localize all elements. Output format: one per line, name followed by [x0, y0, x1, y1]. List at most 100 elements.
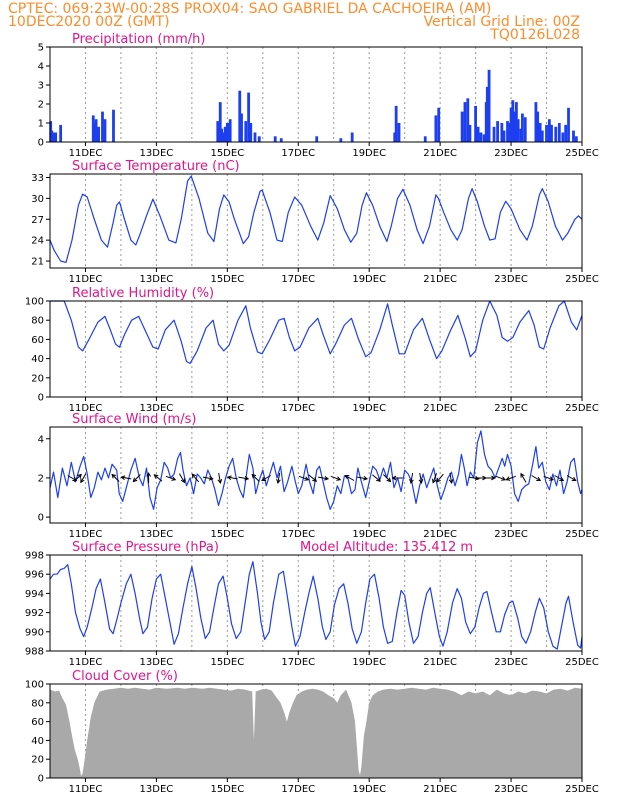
panel-cloud-cover: 0 20 40 60 80 100 11DEC 13DEC 15DEC 17DEC 19DEC 21D… — [25, 669, 599, 795]
wind-vector-shaft — [277, 472, 281, 484]
x-tick-label: 11DEC — [69, 274, 103, 285]
precip-bar — [434, 115, 438, 142]
wind-vector-arrow — [566, 475, 577, 482]
y-tick-label: 4 — [38, 62, 44, 73]
header-grid-note: Vertical Grid Line: 00Z — [424, 14, 580, 30]
wind-vector-shaft — [410, 472, 414, 484]
panel-title: Surface Pressure (hPa) — [72, 540, 219, 555]
x-tick-label: 19DEC — [352, 148, 386, 159]
wind-vector-arrow — [238, 475, 250, 481]
x-tick-label: 15DEC — [210, 274, 244, 285]
x-tick-label: 25DEC — [565, 784, 599, 795]
precip-bar — [223, 126, 227, 142]
wind-vector-head — [536, 476, 542, 482]
x-tick-label: 21DEC — [423, 148, 457, 159]
wind-vector-arrow — [391, 475, 403, 481]
wind-vector-shaft — [566, 475, 576, 481]
wind-vector-shaft — [506, 475, 516, 481]
wind-vector-arrow — [484, 475, 496, 481]
precip-bar — [550, 124, 553, 142]
wind-vector-shaft — [308, 474, 317, 482]
panel-frame — [49, 300, 583, 398]
wind-vector-shaft — [432, 473, 437, 483]
wind-vector-arrow — [132, 474, 141, 483]
header-model-code: TQ0126L028 — [489, 27, 580, 43]
panel-temperature: 21 24 27 30 33 11DEC 13DEC 15DEC 17DEC 19DEC 21DEC… — [31, 159, 599, 285]
wind-vector-head — [571, 476, 577, 482]
wind-vector-arrow — [436, 473, 444, 483]
precip-bar — [257, 136, 261, 142]
precip-bar — [216, 121, 220, 142]
wind-vector-arrow — [344, 474, 355, 481]
y-tick-label: 60 — [31, 335, 44, 346]
wind-vector-shaft — [191, 473, 200, 483]
precip-bar — [221, 132, 225, 142]
precip-bar — [54, 132, 58, 142]
wind-vector-arrow — [298, 475, 310, 481]
x-tick-label: 23DEC — [494, 529, 528, 540]
wind-series-line — [49, 430, 583, 510]
x-tick-label: 15DEC — [210, 529, 244, 540]
wind-vector-head — [559, 476, 565, 482]
precip-bar — [482, 134, 486, 142]
x-tick-label: 19DEC — [352, 657, 386, 668]
wind-vector-head — [418, 478, 424, 484]
precip-bar — [547, 119, 551, 142]
precip-bar — [463, 102, 467, 142]
wind-vector-head — [153, 474, 159, 479]
wind-vector-head — [448, 478, 454, 484]
wind-vector-head — [111, 473, 117, 479]
header-station-line: CPTEC: 069:23W-00:28S PROX04: SAO GABRIE… — [8, 1, 491, 17]
x-tick-label: 13DEC — [140, 657, 174, 668]
precip-bar — [225, 123, 229, 142]
precip-bar — [513, 111, 517, 142]
precip-bar — [97, 126, 100, 142]
precip-bar — [91, 115, 95, 142]
wind-vector-shaft — [165, 475, 176, 481]
precip-bar — [574, 136, 578, 142]
wind-vector-head — [409, 478, 414, 484]
y-tick-label: 4 — [38, 434, 44, 445]
precip-bar — [511, 100, 515, 142]
y-tick-label: 990 — [25, 627, 44, 638]
wind-vector-arrow — [120, 475, 132, 481]
wind-vector-arrow — [383, 474, 392, 483]
wind-vector-shaft — [133, 474, 141, 482]
wind-vector-arrow — [372, 474, 381, 482]
precip-bar — [393, 132, 397, 142]
panel-title: Surface Wind (m/s) — [72, 412, 196, 427]
precip-bar — [506, 121, 509, 142]
precip-bar — [103, 119, 107, 142]
wind-vector-shaft — [383, 474, 391, 482]
panels-layer: 0 1 2 3 4 5 11DEC 13DEC 15DEC 17DEC 19DEC 21DEC 23DE… — [25, 32, 599, 795]
y-tick-label: 0 — [38, 138, 44, 149]
wind-vector-head — [548, 476, 554, 481]
wind-vector-head — [324, 475, 330, 481]
wind-vector-head — [474, 475, 480, 481]
x-tick-label: 13DEC — [140, 274, 174, 285]
x-tick-label: 17DEC — [281, 784, 315, 795]
wind-vector-head — [217, 478, 223, 484]
wind-vector-arrow — [432, 473, 437, 484]
x-tick-label: 13DEC — [140, 784, 174, 795]
precip-bar — [509, 107, 513, 142]
precip-bar — [52, 132, 55, 142]
x-tick-label: 25DEC — [565, 403, 599, 414]
x-tick-label: 25DEC — [565, 529, 599, 540]
humidity-series-line — [50, 300, 583, 364]
wind-vector-head — [376, 477, 381, 482]
y-tick-label: 80 — [31, 316, 44, 327]
y-tick-label: 100 — [25, 680, 44, 691]
wind-vector-head — [336, 476, 342, 481]
panel-pressure: 988 990 992 994 996 998 11DEC 13DEC 15DEC 17DEC 19… — [25, 540, 599, 668]
wind-vector-head — [146, 471, 151, 477]
y-tick-label: 24 — [31, 236, 44, 247]
wind-vector-shaft — [531, 475, 541, 481]
x-tick-label: 17DEC — [281, 657, 315, 668]
wind-vector-shaft — [345, 475, 355, 481]
precip-bar — [487, 69, 491, 142]
panel-frame — [49, 46, 583, 143]
y-tick-label: 998 — [25, 551, 44, 562]
x-tick-label: 21DEC — [423, 274, 457, 285]
